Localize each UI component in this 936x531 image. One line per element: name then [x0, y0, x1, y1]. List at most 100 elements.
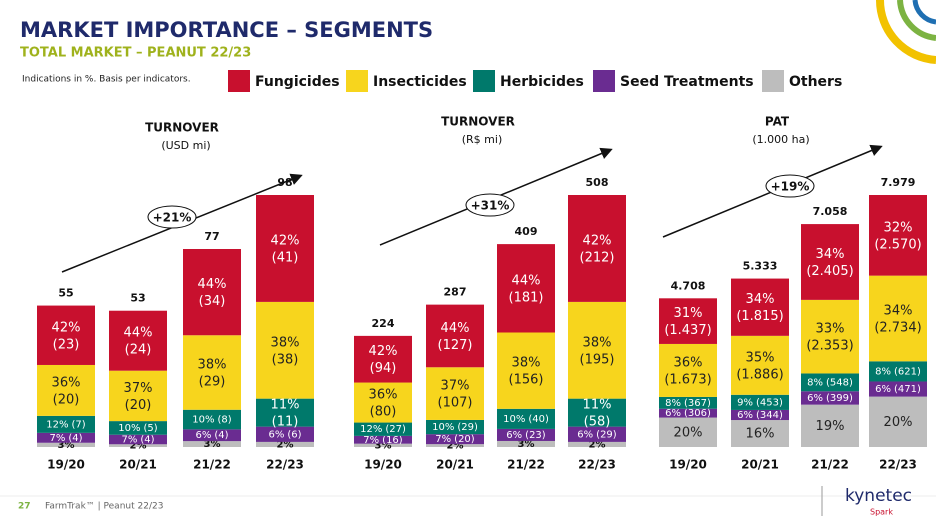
chart-subtitle: (R$ mi) [462, 133, 503, 146]
segment-percent: 36% [52, 375, 81, 390]
legend-swatch [473, 70, 495, 92]
segment-label: 2% [589, 439, 606, 450]
segment-label: 6% (471) [875, 384, 921, 395]
x-tick-label: 20/21 [119, 458, 157, 472]
growth-label: +21% [153, 211, 192, 225]
segment-label: 44% (24) [124, 325, 153, 357]
segment-amount: (40) [528, 414, 549, 425]
segment-label: 16% [746, 426, 775, 441]
segment-amount: (58) [584, 414, 611, 429]
slide-subtitle: TOTAL MARKET – PEANUT 22/23 [20, 46, 251, 61]
bar-segment: Herbicides [426, 419, 484, 435]
bar-segment: Fungicides [256, 195, 314, 302]
bar-segment: Insecticides [256, 301, 314, 399]
segment-percent: 35% [746, 350, 775, 365]
segment-percent: 6% [268, 429, 284, 440]
segment-label: 8% (548) [807, 377, 853, 388]
bar-segment: Insecticides [426, 367, 484, 420]
legend-label: Insecticides [373, 74, 467, 90]
segment-label: 7% (4) [49, 433, 82, 444]
bar-segment: Fungicides [109, 310, 167, 371]
growth-badge [465, 193, 515, 217]
bar-segment: Insecticides [731, 335, 789, 395]
segment-amount: (20) [454, 434, 475, 445]
segment-percent: 42% [369, 344, 398, 359]
segment-label: 9% (453) [737, 397, 783, 408]
segment-percent: 20% [884, 414, 913, 429]
segment-amount: (11) [272, 414, 299, 429]
segment-amount: (399) [826, 393, 853, 404]
x-tick-label: 19/20 [669, 458, 707, 472]
segment-percent: 7% [49, 433, 65, 444]
segment-label: 6% (306) [665, 408, 711, 419]
bar-segment: Others [256, 441, 314, 447]
chart: TURNOVER(USD mi)Others3%Seed Treatments7… [37, 121, 314, 472]
segment-percent: 6% [506, 430, 522, 441]
segment-amount: (23) [525, 430, 546, 441]
bar-segment: Seed Treatments [869, 381, 927, 397]
segment-label: 11% (58) [583, 397, 612, 429]
legend-swatch [593, 70, 615, 92]
segment-percent: 2% [130, 441, 147, 452]
segment-amount: (1.437) [664, 323, 711, 338]
chart-subtitle: (USD mi) [161, 139, 210, 152]
chart-subtitle: (1.000 ha) [752, 133, 809, 146]
segment-amount: (621) [894, 366, 921, 377]
segment-percent: 32% [884, 220, 913, 235]
page-number: 27 [18, 502, 31, 512]
segment-percent: 12% [360, 424, 382, 435]
segment-label: 10% (8) [192, 415, 231, 426]
bar-total: 7.979 [881, 176, 916, 189]
segment-label: 7% (20) [435, 434, 475, 445]
segment-amount: (16) [382, 435, 403, 446]
x-tick-label: 21/22 [811, 458, 849, 472]
footer: FarmTrak™ | Peanut 22/23 [45, 502, 163, 512]
bar-segment: Fungicides [183, 249, 241, 336]
segment-percent: 44% [512, 273, 541, 288]
segment-label: 3% [204, 439, 221, 450]
bar-segment: Herbicides [659, 396, 717, 409]
segment-percent: 10% [503, 414, 525, 425]
bar-total: 409 [515, 225, 538, 238]
bar-segment: Insecticides [37, 364, 95, 416]
chart-title: TURNOVER [145, 121, 219, 135]
bar-segment: Others [869, 396, 927, 447]
segment-amount: (23) [53, 337, 80, 352]
x-tick-label: 19/20 [47, 458, 85, 472]
segment-amount: (127) [438, 337, 473, 352]
bar-segment: Seed Treatments [426, 434, 484, 445]
bar-segment: Insecticides [354, 382, 412, 423]
segment-amount: (5) [144, 423, 158, 434]
segment-percent: 10% [192, 415, 214, 426]
segment-percent: 8% [875, 366, 891, 377]
bar-segment: Insecticides [659, 343, 717, 397]
segment-amount: (8) [218, 415, 232, 426]
segment-percent: 6% [875, 384, 891, 395]
bar-segment: Herbicides [731, 394, 789, 410]
bar-segment: Herbicides [37, 415, 95, 433]
segment-label: 10% (40) [503, 414, 549, 425]
segment-amount: (2.570) [874, 237, 921, 252]
segment-label: 42% (212) [580, 233, 615, 265]
segment-amount: (2.353) [806, 338, 853, 353]
segment-label: 36% (20) [52, 375, 81, 407]
x-tick-label: 19/20 [364, 458, 402, 472]
bar-segment: Herbicides [256, 398, 314, 427]
segment-amount: (344) [756, 410, 783, 421]
bar-total: 53 [130, 292, 145, 305]
segment-amount: (1.886) [736, 367, 783, 382]
segment-percent: 34% [884, 303, 913, 318]
segment-percent: 31% [674, 306, 703, 321]
segment-label: 2% [130, 441, 147, 452]
bar-segment: Others [183, 441, 241, 447]
bar-segment: Herbicides [497, 408, 555, 429]
segment-amount: (34) [199, 294, 226, 309]
bar-segment: Fungicides [869, 195, 927, 276]
segment-label: 6% (344) [737, 410, 783, 421]
segment-label: 42% (23) [52, 320, 81, 352]
segment-label: 10% (29) [432, 422, 478, 433]
segment-percent: 38% [512, 355, 541, 370]
slide-title: MARKET IMPORTANCE – SEGMENTS [20, 18, 433, 42]
segment-label: 35% (1.886) [736, 350, 783, 382]
segment-label: 3% [375, 440, 392, 451]
